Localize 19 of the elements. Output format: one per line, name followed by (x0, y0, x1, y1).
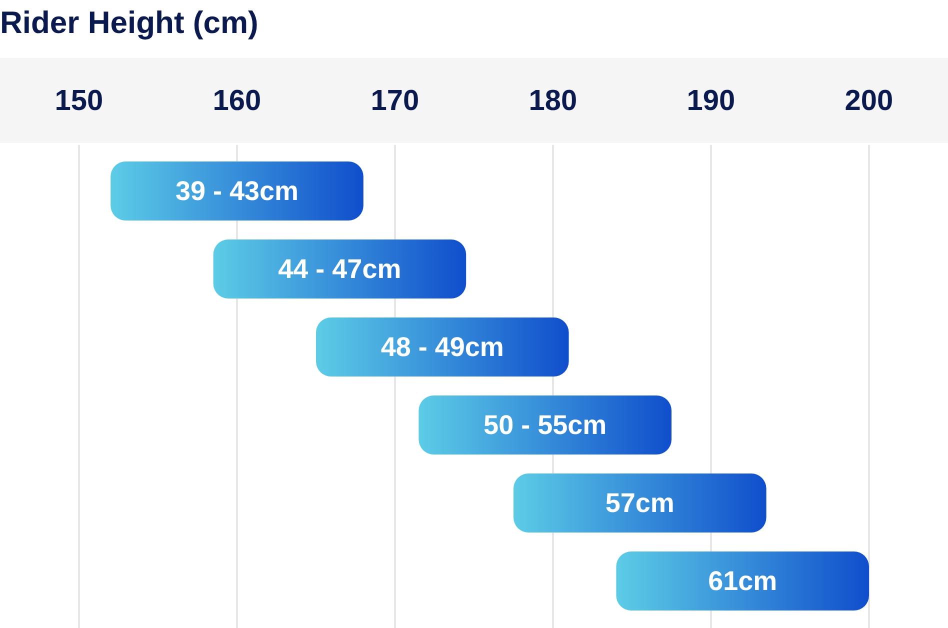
bar (316, 318, 569, 376)
x-tick-label: 150 (54, 85, 104, 117)
x-tick-label: 190 (686, 85, 736, 117)
chart-title: Rider Height (cm) (0, 5, 258, 40)
x-tick-label: 170 (370, 85, 420, 117)
x-tick-label: 200 (844, 85, 894, 117)
bar (514, 474, 766, 532)
y-tick-label: 39 - 43cm (175, 176, 299, 206)
bar (616, 552, 869, 610)
y-tick-label: 48 - 49cm (380, 332, 504, 362)
y-tick-label: 57cm (605, 488, 674, 518)
y-tick-label: 44 - 47cm (278, 254, 402, 284)
x-tick-label: 180 (528, 85, 578, 117)
y-tick-label: 50 - 55cm (484, 410, 607, 440)
y-tick-label: 61cm (708, 566, 778, 596)
x-tick-label: 160 (212, 85, 262, 117)
bar (213, 240, 466, 298)
bar (110, 162, 364, 220)
bar (418, 396, 672, 454)
